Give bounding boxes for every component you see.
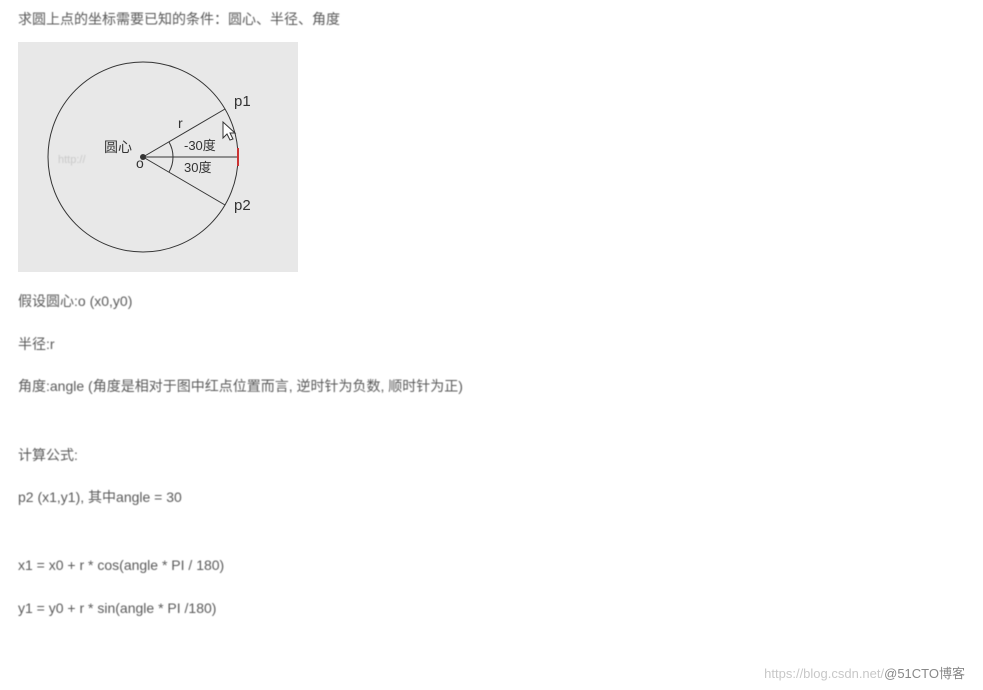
angle-arc-top	[169, 142, 173, 157]
y1-formula-text: y1 = y0 + r * sin(angle * PI /180)	[18, 597, 965, 619]
label-center-o: o	[136, 155, 144, 171]
watermark-dark: @51CTO博客	[884, 666, 965, 681]
label-p1: p1	[234, 93, 251, 110]
label-angle-neg: -30度	[184, 138, 216, 153]
angle-desc-text: 角度:angle (角度是相对于图中红点位置而言, 逆时针为负数, 顺时针为正)	[18, 375, 965, 397]
intro-text: 求圆上点的坐标需要已知的条件：圆心、半径、角度	[18, 8, 965, 30]
angle-arc-bottom	[169, 157, 173, 172]
cursor-icon	[223, 122, 235, 140]
diagram-watermark: http://	[58, 154, 86, 166]
label-r: r	[178, 115, 183, 131]
label-angle-pos: 30度	[184, 160, 211, 175]
circle-diagram: 圆心 o r -30度 30度 p1 p2 http://	[18, 42, 298, 272]
assume-center-text: 假设圆心:o (x0,y0)	[18, 290, 965, 312]
label-p2: p2	[234, 197, 251, 214]
formula-header-text: 计算公式:	[18, 444, 965, 466]
radius-text: 半径:r	[18, 333, 965, 355]
x1-formula-text: x1 = x0 + r * cos(angle * PI / 180)	[18, 554, 965, 576]
watermark-faint: https://blog.csdn.net/	[764, 666, 884, 681]
label-center-text: 圆心	[104, 139, 132, 155]
page-watermark: https://blog.csdn.net/@51CTO博客	[764, 663, 965, 682]
p2-line-text: p2 (x1,y1), 其中angle = 30	[18, 486, 965, 508]
